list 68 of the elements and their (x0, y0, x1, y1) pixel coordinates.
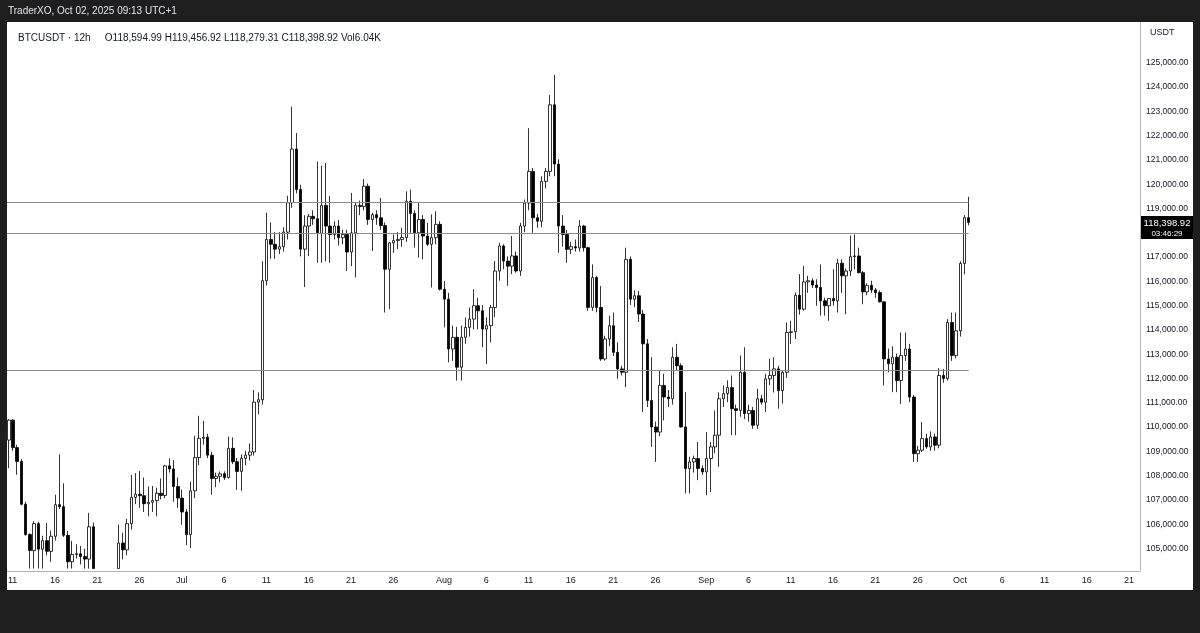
text: TraderXO, Oct 02, 2025 09:13 UTC+1 (8, 4, 177, 18)
candlestick (455, 326, 459, 381)
x-tick-label: 21 (608, 574, 619, 585)
x-tick-label: Sep (698, 574, 715, 585)
x-tick-label: 11 (1039, 574, 1050, 585)
y-tick-label: 113,000.00 (1146, 348, 1189, 359)
x-tick-label: 26 (650, 574, 661, 585)
x-tick-label: 16 (49, 574, 60, 585)
text: O118,594.99 H119,456.92 L118,279.31 C118,398.92 Vol6.04K (104, 31, 382, 43)
candlestick (417, 202, 421, 259)
y-tick-label: 123,000.00 (1146, 105, 1189, 116)
x-tick-label: 16 (303, 574, 314, 585)
y-tick-label: 117,000.00 (1146, 251, 1189, 262)
y-tick-label: 109,000.00 (1146, 445, 1189, 456)
y-tick-label: 116,000.00 (1146, 275, 1189, 286)
y-tick-label: 114,000.00 (1146, 324, 1189, 335)
x-tick-label: 21 (92, 574, 103, 585)
x-tick-label: 21 (870, 574, 881, 585)
candlestick (802, 265, 806, 312)
x-tick-label: 6 (745, 574, 751, 585)
candlestick (937, 367, 941, 449)
y-tick-label: 111,000.00 (1146, 397, 1188, 408)
y-tick-label: 122,000.00 (1146, 129, 1189, 140)
candlestick (899, 332, 903, 405)
y-tick-label: 125,000.00 (1146, 57, 1189, 68)
x-tick-label: 11 (7, 574, 18, 585)
y-tick-label: 115,000.00 (1146, 300, 1189, 310)
x-tick-label: 6 (999, 574, 1005, 585)
candlestick (87, 512, 91, 569)
x-tick-label: 26 (134, 574, 145, 585)
text: 03:46:29 (1141, 228, 1193, 239)
candlestick (730, 375, 734, 436)
x-tick-label: 21 (1124, 574, 1135, 585)
x-tick-label: 16 (565, 574, 576, 585)
y-tick-label: 121,000.00 (1146, 154, 1189, 165)
text: 118,398.92 (1141, 215, 1193, 229)
x-tick-label: 6 (221, 574, 227, 585)
candlestick (396, 231, 400, 250)
candlestick (218, 471, 222, 483)
x-tick-label: 16 (1081, 574, 1092, 585)
candlestick (624, 247, 628, 388)
y-tick-label: 112,000.00 (1146, 372, 1189, 383)
y-tick-label: 107,000.00 (1146, 494, 1189, 505)
candlestick (324, 162, 328, 262)
x-tick-label: 11 (786, 574, 796, 585)
candlestick (696, 441, 700, 481)
y-tick-label: 108,000.00 (1146, 470, 1189, 481)
text: BTCUSDT · 12h (18, 31, 91, 43)
x-tick-label: Jul (176, 574, 188, 585)
x-tick-label: Oct (952, 574, 968, 585)
y-tick-label: 105,000.00 (1146, 542, 1189, 553)
x-tick-label: 26 (388, 574, 399, 585)
y-tick-label: 120,000.00 (1146, 178, 1189, 189)
x-tick-label: Aug (435, 574, 452, 585)
y-tick-label: 119,000.00 (1146, 202, 1189, 213)
x-tick-label: 16 (828, 574, 839, 585)
y-axis-title: USDT (1150, 26, 1175, 37)
x-tick-label: 11 (523, 574, 534, 585)
y-tick-label: 110,000.00 (1146, 421, 1189, 432)
candlestick (138, 470, 142, 509)
y-tick-label: 106,000.00 (1146, 518, 1189, 529)
x-tick-label: 6 (483, 574, 489, 585)
x-tick-label: 21 (345, 574, 356, 585)
y-tick-label: 124,000.00 (1146, 81, 1189, 92)
x-tick-label: 26 (912, 574, 923, 585)
candlestick (32, 520, 36, 569)
x-tick-label: 11 (261, 574, 272, 585)
candlestick (252, 389, 256, 457)
